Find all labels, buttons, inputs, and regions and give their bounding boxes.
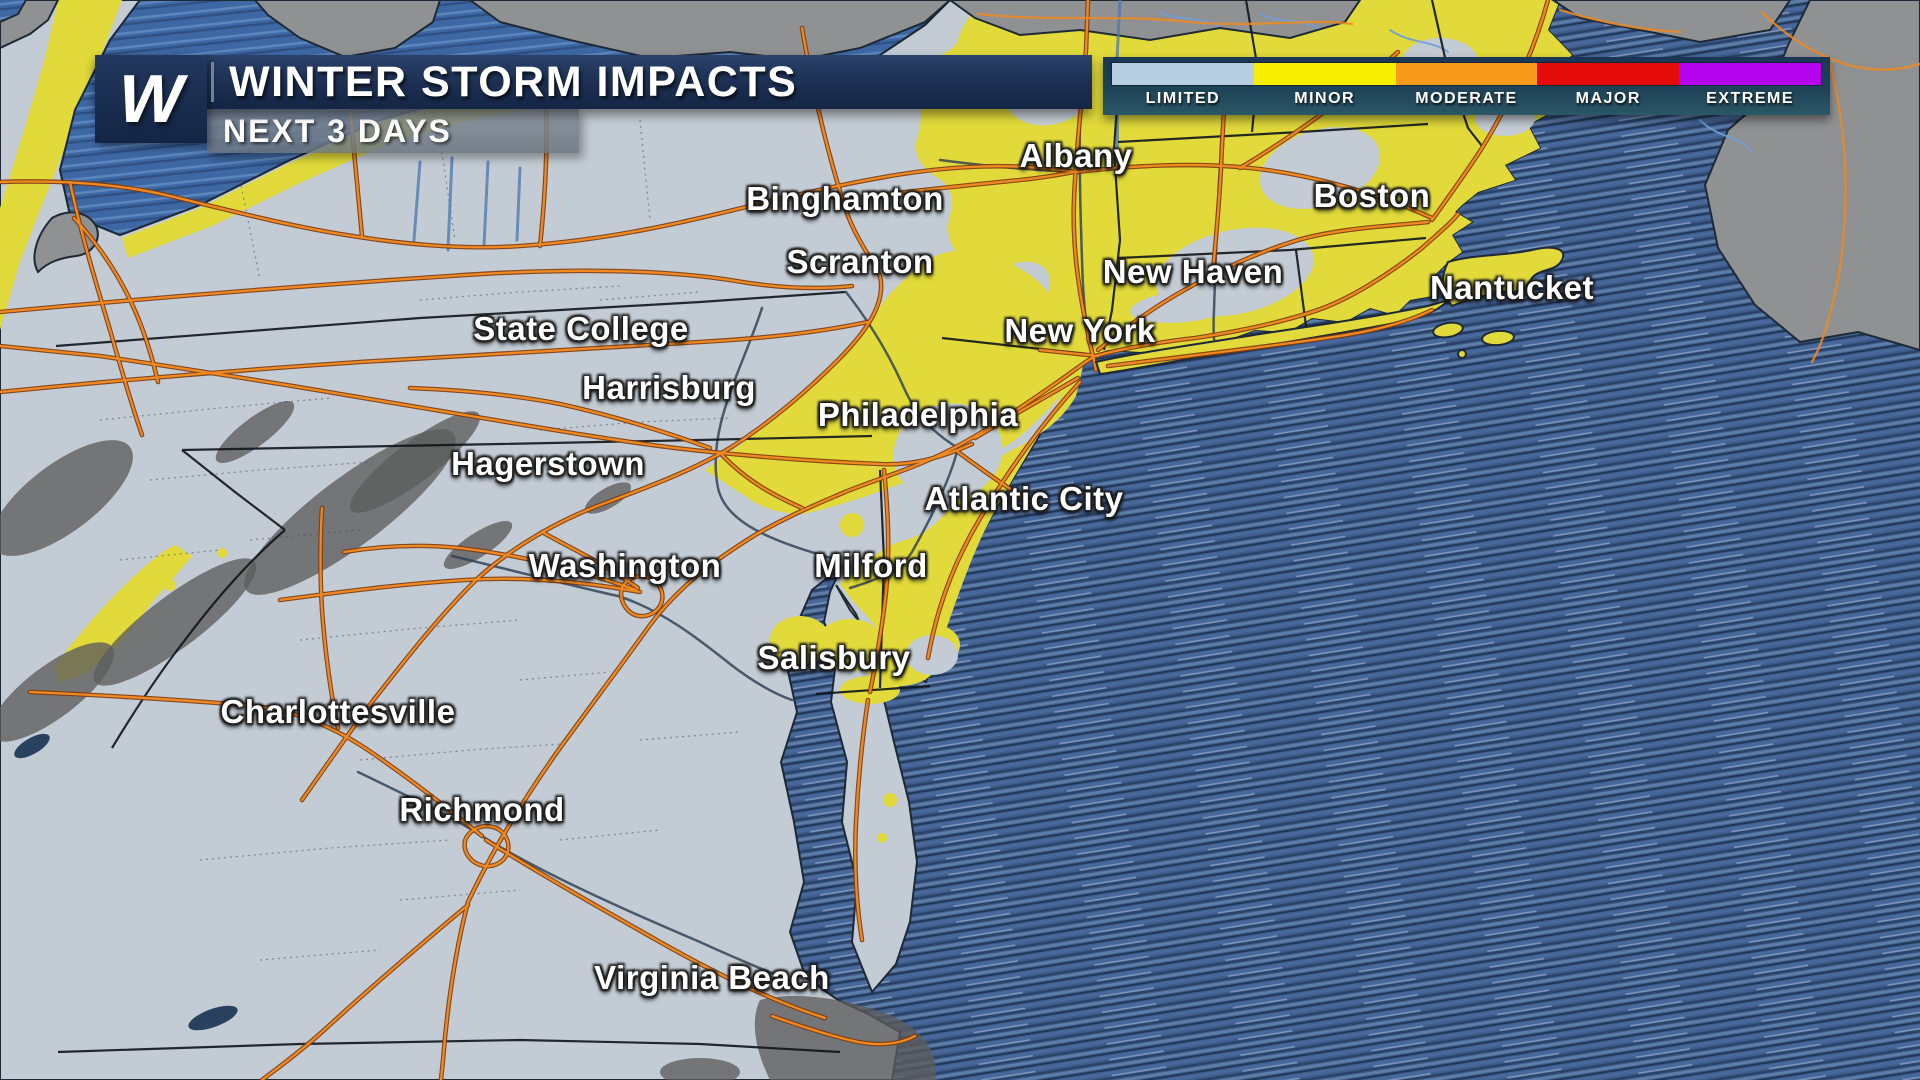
legend-label-moderate: MODERATE	[1415, 90, 1518, 107]
page-title: WINTER STORM IMPACTS	[229, 57, 798, 106]
subtitle: NEXT 3 DAYS	[223, 112, 452, 149]
county-lines	[99, 119, 741, 961]
impact-legend: LIMITED MINOR MODERATE MAJOR EXTREME	[1103, 57, 1830, 115]
legend-swatch-moderate	[1395, 63, 1538, 85]
banner-divider	[211, 62, 214, 102]
coastal-islands	[1094, 246, 1565, 376]
subtitle-bar: NEXT 3 DAYS	[207, 109, 579, 153]
legend-swatch-minor	[1253, 63, 1396, 85]
legend-color-bar	[1111, 62, 1822, 86]
legend-label-major: MAJOR	[1575, 90, 1641, 107]
legend-swatch-extreme	[1679, 63, 1821, 85]
legend-label-minor: MINOR	[1294, 90, 1356, 107]
legend-swatch-major	[1537, 63, 1680, 85]
legend-swatch-limited	[1112, 63, 1254, 85]
logo-w-glyph: W	[110, 61, 192, 137]
rivers	[14, 0, 1753, 1031]
legend-label-extreme: EXTREME	[1706, 90, 1794, 107]
legend-label-limited: LIMITED	[1145, 90, 1221, 107]
weathernation-logo: W	[95, 55, 207, 143]
title-banner: W WINTER STORM IMPACTS	[95, 55, 1092, 143]
legend-labels: LIMITED MINOR MODERATE MAJOR EXTREME	[1112, 85, 1821, 113]
state-borders	[55, 0, 1483, 1054]
